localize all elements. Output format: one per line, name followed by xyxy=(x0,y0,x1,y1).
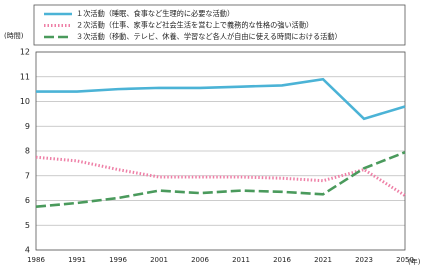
y-tick-label: 5 xyxy=(25,221,30,230)
x-tick-label: 1996 xyxy=(109,256,127,264)
y-tick-label: 12 xyxy=(20,48,30,57)
x-tick-label: 2016 xyxy=(273,256,291,264)
legend-box xyxy=(33,4,406,46)
x-tick-label: 2001 xyxy=(150,256,168,264)
legend-label: ３次活動（移動、テレビ、休養、学習など各人が自由に使える時間における活動） xyxy=(76,32,342,41)
y-tick-label: 8 xyxy=(25,147,30,156)
series-line xyxy=(36,77,406,121)
series-line xyxy=(35,151,406,208)
y-tick-label: 11 xyxy=(20,72,30,81)
y-tick-label: 9 xyxy=(25,122,30,131)
y-tick-label: 6 xyxy=(25,196,30,205)
legend-label: ２次活動（仕事、家事など社会生活を営む上で義務的な性格の強い活動） xyxy=(76,21,313,30)
x-tick-label: 2023 xyxy=(355,256,373,264)
x-tick-label: 2006 xyxy=(191,256,209,264)
legend-label: １次活動（睡眠、食事など生理的に必要な活動） xyxy=(76,9,234,18)
series-line xyxy=(35,155,406,197)
y-tick-label: 10 xyxy=(20,97,30,106)
x-tick-label: 1986 xyxy=(27,256,45,264)
x-axis-label: (年) xyxy=(408,257,421,266)
y-axis-label: (時間) xyxy=(4,32,24,40)
x-tick-label: 2011 xyxy=(232,256,250,264)
x-tick-label: 2021 xyxy=(314,256,332,264)
x-tick-label: 1991 xyxy=(68,256,86,264)
plot-frame xyxy=(35,51,406,251)
y-tick-label: 7 xyxy=(25,171,30,180)
x-tick-label: 2050 xyxy=(396,256,414,264)
y-tick-label: 4 xyxy=(25,246,30,255)
